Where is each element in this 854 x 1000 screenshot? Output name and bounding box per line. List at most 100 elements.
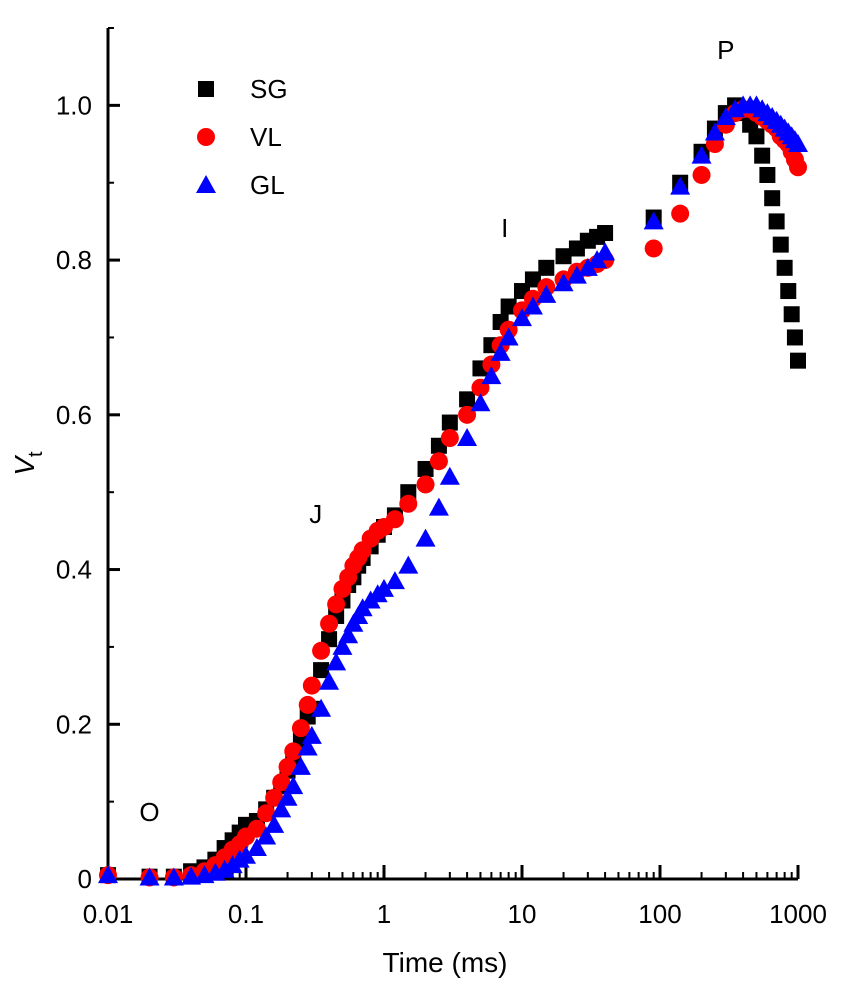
point-vl	[272, 773, 291, 792]
legend-marker-vl	[197, 128, 215, 146]
point-vl	[644, 239, 663, 258]
series-sg	[100, 97, 806, 885]
point-vl	[312, 641, 331, 660]
point-vl	[789, 158, 807, 177]
point-sg	[776, 259, 793, 276]
point-vl	[320, 614, 339, 633]
x-tick-label: 1	[377, 899, 391, 929]
point-gl	[670, 176, 691, 195]
point-sg	[783, 306, 800, 323]
x-tick-label: 100	[638, 899, 681, 929]
point-vl	[671, 204, 690, 223]
y-tick-label: 0.4	[56, 555, 92, 585]
x-tick-label: 0.01	[83, 899, 134, 929]
point-gl	[319, 671, 340, 690]
point-vl	[429, 452, 448, 471]
point-gl	[439, 466, 460, 485]
point-vl	[291, 719, 310, 738]
point-gl	[490, 342, 511, 361]
point-sg	[313, 662, 330, 679]
point-gl	[236, 845, 256, 864]
point-sg	[417, 460, 434, 477]
legend-marker-sg	[198, 81, 214, 97]
point-sg	[524, 271, 541, 288]
point-gl	[297, 737, 318, 756]
series-vl	[99, 100, 807, 887]
point-vl	[247, 819, 266, 838]
x-tick-label: 1000	[769, 899, 827, 929]
point-gl	[384, 571, 405, 590]
point-vl	[385, 510, 404, 529]
legend-label-gl: GL	[250, 170, 285, 200]
point-gl	[428, 497, 449, 516]
y-tick-label: 0.8	[56, 245, 92, 275]
point-gl	[536, 284, 557, 303]
point-vl	[278, 757, 297, 776]
y-tick-label: 1.0	[56, 90, 92, 120]
y-axis-title-main: V	[9, 455, 40, 476]
y-tick-label: 0.2	[56, 709, 92, 739]
x-tick-label: 10	[508, 899, 537, 929]
point-gl	[512, 308, 532, 327]
point-sg	[772, 236, 789, 253]
point-gl	[595, 242, 616, 261]
point-gl	[481, 366, 502, 385]
point-gl	[788, 134, 808, 153]
point-vl	[692, 165, 711, 184]
annotation-i: I	[501, 213, 508, 243]
point-vl	[440, 429, 459, 448]
point-gl	[283, 776, 304, 795]
point-gl	[163, 867, 184, 886]
legend: SG VL GL	[196, 74, 288, 200]
point-gl	[470, 393, 491, 412]
point-gl	[691, 145, 712, 164]
point-vl	[327, 595, 346, 614]
point-gl	[374, 578, 394, 597]
x-tick-label: 0.1	[228, 899, 264, 929]
point-gl	[498, 327, 519, 346]
point-gl	[256, 826, 277, 845]
legend-label-sg: SG	[250, 74, 288, 104]
point-sg	[780, 283, 797, 300]
point-vl	[416, 475, 435, 494]
point-vl	[399, 494, 418, 513]
legend-marker-gl	[196, 175, 216, 193]
point-sg	[441, 414, 458, 431]
point-sg	[786, 329, 803, 346]
point-gl	[415, 528, 436, 547]
data-marks	[98, 95, 808, 887]
point-gl	[139, 867, 160, 886]
point-gl	[522, 296, 543, 315]
point-gl	[457, 428, 478, 447]
point-gl	[566, 265, 587, 284]
labels: 0 0.2 0.4 0.6 0.8 1.0 0.01 0.1 1 10 100 1000 Time (m…	[9, 35, 827, 978]
y-axis-title-sub: t	[25, 451, 47, 457]
point-vl	[302, 676, 321, 695]
point-sg	[597, 225, 614, 242]
y-tick-label: 0.6	[56, 400, 92, 430]
y-axis-title: Vt	[9, 451, 47, 476]
legend-label-vl: VL	[250, 122, 282, 152]
point-gl	[326, 652, 347, 671]
point-sg	[754, 147, 771, 164]
point-vl	[284, 742, 303, 761]
point-gl	[301, 725, 322, 744]
annotation-p: P	[717, 35, 734, 65]
point-gl	[643, 211, 664, 230]
point-gl	[704, 122, 725, 141]
point-gl	[271, 799, 292, 818]
y-tick-label: 0	[78, 864, 92, 894]
point-gl	[332, 636, 353, 655]
point-vl	[298, 695, 317, 714]
annotation-o: O	[139, 797, 159, 827]
point-gl	[398, 555, 419, 574]
annotation-j: J	[309, 499, 322, 529]
point-sg	[538, 259, 555, 276]
point-gl	[181, 866, 202, 885]
x-axis-title: Time (ms)	[383, 947, 508, 978]
point-gl	[98, 865, 118, 884]
point-gl	[553, 273, 574, 292]
point-sg	[500, 298, 517, 315]
point-vl	[257, 804, 276, 823]
